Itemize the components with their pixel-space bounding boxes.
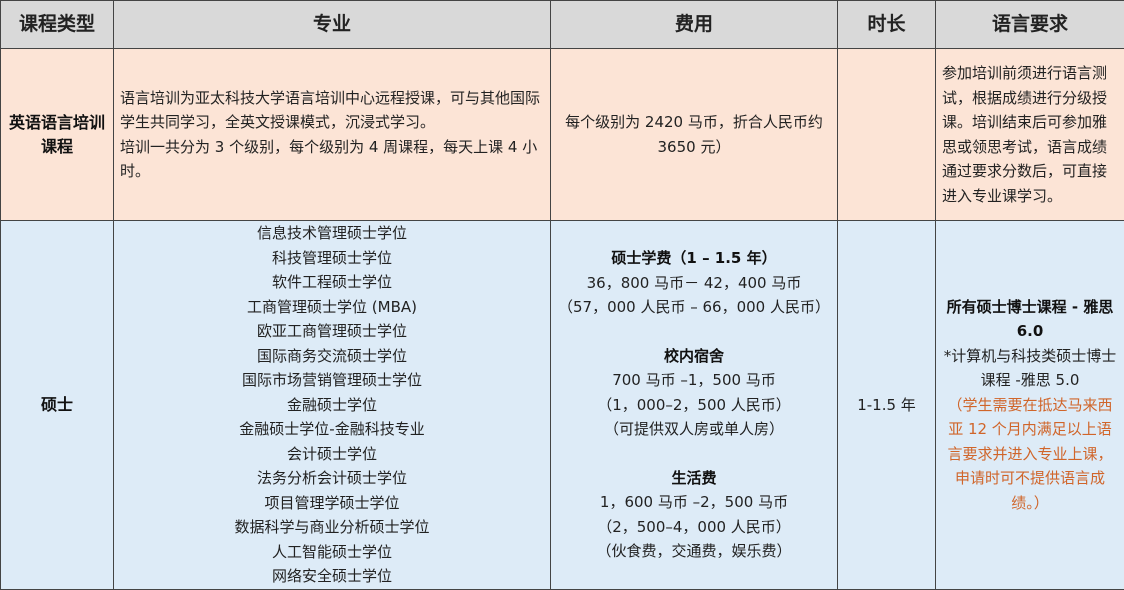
spacer <box>557 442 831 466</box>
header-language: 语言要求 <box>936 1 1124 49</box>
fee-line: （2，500–4，000 人民币） <box>557 515 831 540</box>
header-major: 专业 <box>114 1 551 49</box>
language-cell: 所有硕士博士课程 - 雅思 6.0 *计算机与科技类硕士博士课程 -雅思 5.0… <box>936 221 1124 590</box>
course-type: 硕士 <box>1 221 114 590</box>
fee-line: （伙食费，交通费，娱乐费） <box>557 539 831 564</box>
header-type: 课程类型 <box>1 1 114 49</box>
duration-cell: 1-1.5 年 <box>838 221 936 590</box>
major-desc: 语言培训为亚太科技大学语言培训中心远程授课，可与其他国际学生共同学习，全英文授课… <box>120 86 544 135</box>
major-item: 工商管理硕士学位 (MBA) <box>120 295 544 320</box>
fee-title: 校内宿舍 <box>557 344 831 369</box>
major-item: 法务分析会计硕士学位 <box>120 466 544 491</box>
major-item: 国际商务交流硕士学位 <box>120 344 544 369</box>
language-note: *计算机与科技类硕士博士课程 -雅思 5.0 <box>942 344 1118 393</box>
table-row: 英语语言培训课程 语言培训为亚太科技大学语言培训中心远程授课，可与其他国际学生共… <box>1 49 1124 221</box>
language-condition: （学生需要在抵达马来西亚 12 个月内满足以上语言要求并进入专业上课，申请时可不… <box>942 393 1118 516</box>
spacer <box>557 320 831 344</box>
major-item: 会计硕士学位 <box>120 442 544 467</box>
major-item: 科技管理硕士学位 <box>120 246 544 271</box>
major-list: 信息技术管理硕士学位科技管理硕士学位软件工程硕士学位工商管理硕士学位 (MBA)… <box>114 221 551 590</box>
major-item: 数据科学与商业分析硕士学位 <box>120 515 544 540</box>
fee-cell: 每个级别为 2420 马币，折合人民币约 3650 元） <box>551 49 838 221</box>
course-type: 英语语言培训课程 <box>1 49 114 221</box>
fee-line: 36，800 马币－ 42，400 马币 <box>557 271 831 296</box>
header-row: 课程类型 专业 费用 时长 语言要求 <box>1 1 1124 49</box>
major-item: 金融硕士学位-金融科技专业 <box>120 417 544 442</box>
header-fee: 费用 <box>551 1 838 49</box>
major-item: 金融硕士学位 <box>120 393 544 418</box>
table-row: 硕士 信息技术管理硕士学位科技管理硕士学位软件工程硕士学位工商管理硕士学位 (M… <box>1 221 1124 590</box>
major-desc: 培训一共分为 3 个级别，每个级别为 4 周课程，每天上课 4 小时。 <box>120 135 544 184</box>
language-main: 所有硕士博士课程 - 雅思 6.0 <box>942 295 1118 344</box>
major-item: 网络安全硕士学位 <box>120 564 544 589</box>
fee-line: （57，000 人民币 – 66，000 人民币） <box>557 295 831 320</box>
major-item: 国际市场营销管理硕士学位 <box>120 368 544 393</box>
major-item: 项目管理学硕士学位 <box>120 491 544 516</box>
fee-line: 1，600 马币 –2，500 马币 <box>557 490 831 515</box>
major-item: 信息技术管理硕士学位 <box>120 221 544 246</box>
fee-title: 硕士学费（1 – 1.5 年） <box>557 246 831 271</box>
duration-cell <box>838 49 936 221</box>
fee-title: 生活费 <box>557 466 831 491</box>
major-item: 欧亚工商管理硕士学位 <box>120 319 544 344</box>
fee-line: （1，000–2，500 人民币） <box>557 393 831 418</box>
language-cell: 参加培训前须进行语言测试，根据成绩进行分级授课。培训结束后可参加雅思或领思考试，… <box>936 49 1124 221</box>
major-cell: 语言培训为亚太科技大学语言培训中心远程授课，可与其他国际学生共同学习，全英文授课… <box>114 49 551 221</box>
fee-line: （可提供双人房或单人房） <box>557 417 831 442</box>
header-duration: 时长 <box>838 1 936 49</box>
major-item: 软件工程硕士学位 <box>120 270 544 295</box>
fee-line: 700 马币 –1，500 马币 <box>557 368 831 393</box>
major-item: 人工智能硕士学位 <box>120 540 544 565</box>
fee-cell: 硕士学费（1 – 1.5 年）36，800 马币－ 42，400 马币（57，0… <box>551 221 838 590</box>
